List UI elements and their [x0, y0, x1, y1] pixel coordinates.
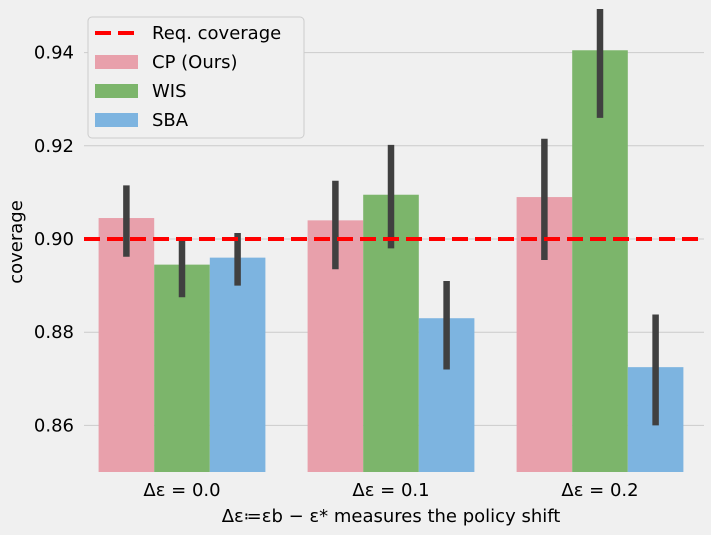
y-tick-label: 0.92 [34, 136, 74, 157]
x-tick-label: Δε = 0.0 [143, 480, 220, 501]
x-axis-label: Δε≔εb − ε* measures the policy shift [222, 506, 561, 527]
bar [154, 264, 210, 472]
legend-box [87, 16, 305, 139]
x-tick-label: Δε = 0.1 [352, 480, 429, 501]
x-tick-label: Δε = 0.2 [561, 480, 638, 501]
legend-swatch [95, 55, 138, 69]
legend-label: SBA [152, 110, 189, 131]
y-tick-label: 0.90 [34, 229, 74, 250]
legend: Req. coverage CP (Ours) WIS SBA [87, 16, 305, 139]
bars [98, 50, 684, 473]
error-bars [123, 9, 659, 426]
legend-swatch [95, 84, 138, 98]
y-tick-labels: 0.86 0.88 0.90 0.92 0.94 [34, 43, 74, 437]
bar [572, 50, 628, 473]
bar [98, 218, 155, 472]
legend-swatch [95, 113, 138, 127]
y-axis-label: coverage [6, 200, 27, 284]
x-tick-labels: Δε = 0.0 Δε = 0.1 Δε = 0.2 [143, 480, 638, 501]
bar [209, 257, 266, 472]
legend-label: WIS [152, 81, 187, 102]
legend-label: CP (Ours) [152, 52, 238, 73]
legend-label: Req. coverage [152, 23, 281, 44]
y-tick-label: 0.94 [34, 43, 74, 64]
y-tick-label: 0.88 [34, 322, 74, 343]
y-tick-label: 0.86 [34, 415, 74, 436]
